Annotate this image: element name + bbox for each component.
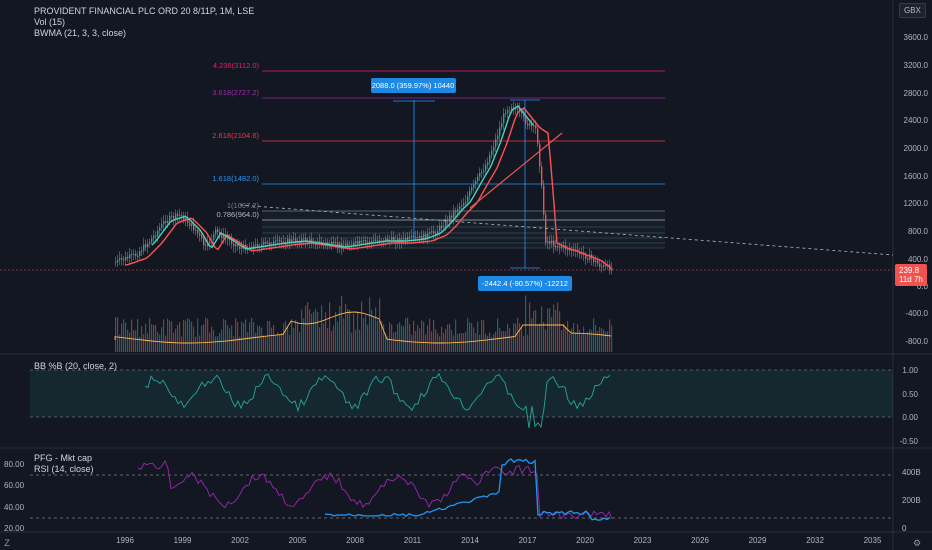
fib-label: 2.618(2104.6) bbox=[212, 131, 259, 140]
price-tick: 3600.0 bbox=[904, 33, 929, 42]
settings-gear-icon[interactable]: ⚙ bbox=[912, 538, 922, 548]
price-tick: 2400.0 bbox=[904, 116, 929, 125]
main-legend: PROVIDENT FINANCIAL PLC ORD 20 8/11P, 1M… bbox=[34, 6, 254, 39]
bb-tick: -0.50 bbox=[900, 437, 919, 446]
price-tick: -400.0 bbox=[905, 309, 928, 318]
time-tick: 2035 bbox=[864, 536, 882, 545]
time-tick: 2017 bbox=[519, 536, 537, 545]
legend-volume[interactable]: Vol (15) bbox=[34, 17, 66, 27]
trend-line-red[interactable] bbox=[469, 132, 563, 209]
measure-down-tool[interactable]: -2442.4 (-90.57%) -12212 bbox=[478, 99, 572, 291]
moving-averages bbox=[124, 105, 612, 269]
measure-down-label: -2442.4 (-90.57%) -12212 bbox=[482, 279, 568, 288]
time-tick: 2011 bbox=[404, 536, 422, 545]
price-tick: 1200.0 bbox=[904, 199, 929, 208]
time-tick: 2026 bbox=[691, 536, 709, 545]
time-tick: 2032 bbox=[806, 536, 824, 545]
measure-up-tool[interactable]: 2088.0 (359.97%) 10440 bbox=[371, 78, 456, 240]
mktcap-tick: 200B bbox=[902, 496, 921, 505]
mktcap-tick: 0 bbox=[902, 524, 907, 533]
bb-legend: BB %B (20, close, 2) bbox=[34, 361, 117, 372]
time-tick: 2008 bbox=[346, 536, 364, 545]
time-tick: 2020 bbox=[576, 536, 594, 545]
measure-up-label: 2088.0 (359.97%) 10440 bbox=[372, 81, 455, 90]
fib-label: 4.236(3112.0) bbox=[213, 61, 260, 70]
fib-label: 3.618(2727.2) bbox=[212, 88, 259, 97]
price-tick: 2800.0 bbox=[904, 89, 929, 98]
fib-label: 0.786(964.0) bbox=[216, 210, 259, 219]
price-tick: 1600.0 bbox=[904, 172, 929, 181]
trend-line-dashed[interactable] bbox=[239, 204, 894, 256]
mktcap-tick: 400B bbox=[902, 468, 921, 477]
price-tick: 400.0 bbox=[908, 255, 929, 264]
rsi-tick: 60.00 bbox=[4, 481, 25, 490]
price-tick: -800.0 bbox=[905, 337, 928, 346]
last-price-tag: 239.8 11d 7h bbox=[895, 264, 927, 286]
time-tick: 2005 bbox=[289, 536, 307, 545]
fib-label: 1.618(1482.0) bbox=[212, 174, 259, 183]
legend-mktcap[interactable]: PFG - Mkt cap bbox=[34, 453, 93, 463]
legend-bwma[interactable]: BWMA (21, 3, 3, close) bbox=[34, 28, 127, 38]
time-tick: 1999 bbox=[174, 536, 192, 545]
time-tick: 2029 bbox=[749, 536, 767, 545]
bb-tick: 0.00 bbox=[902, 413, 918, 422]
legend-bb[interactable]: BB %B (20, close, 2) bbox=[34, 361, 118, 371]
bb-tick: 0.50 bbox=[902, 390, 918, 399]
symbol-title[interactable]: PROVIDENT FINANCIAL PLC ORD 20 8/11P, 1M… bbox=[34, 6, 255, 16]
time-tick: 2002 bbox=[231, 536, 249, 545]
volume-bars bbox=[114, 295, 613, 352]
rsi-legend: PFG - Mkt cap RSI (14, close) bbox=[34, 453, 94, 475]
time-tick: 2014 bbox=[461, 536, 479, 545]
price-tick: 2000.0 bbox=[904, 144, 929, 153]
rsi-tick: 20.00 bbox=[4, 524, 25, 533]
price-tick: 800.0 bbox=[908, 227, 929, 236]
time-tick: 1996 bbox=[116, 536, 134, 545]
rsi-tick: 40.00 bbox=[4, 503, 25, 512]
time-tick: 2023 bbox=[634, 536, 652, 545]
price-tick: 0.0 bbox=[917, 282, 929, 291]
price-tick: 3200.0 bbox=[904, 61, 929, 70]
bb-tick: 1.00 bbox=[902, 366, 918, 375]
axes: 3600.0 3200.0 2800.0 2400.0 2000.0 1600.0 1200… bbox=[4, 33, 929, 545]
legend-rsi[interactable]: RSI (14, close) bbox=[34, 464, 94, 474]
countdown-value: 11d 7h bbox=[899, 275, 923, 284]
currency-badge[interactable]: GBX bbox=[899, 3, 926, 18]
zoom-icon[interactable]: Z bbox=[4, 538, 10, 548]
last-price-value: 239.8 bbox=[899, 266, 920, 275]
rsi-tick: 80.00 bbox=[4, 460, 25, 469]
indicator-lines bbox=[137, 372, 613, 521]
fib-label: 1(1097.2) bbox=[227, 201, 260, 210]
